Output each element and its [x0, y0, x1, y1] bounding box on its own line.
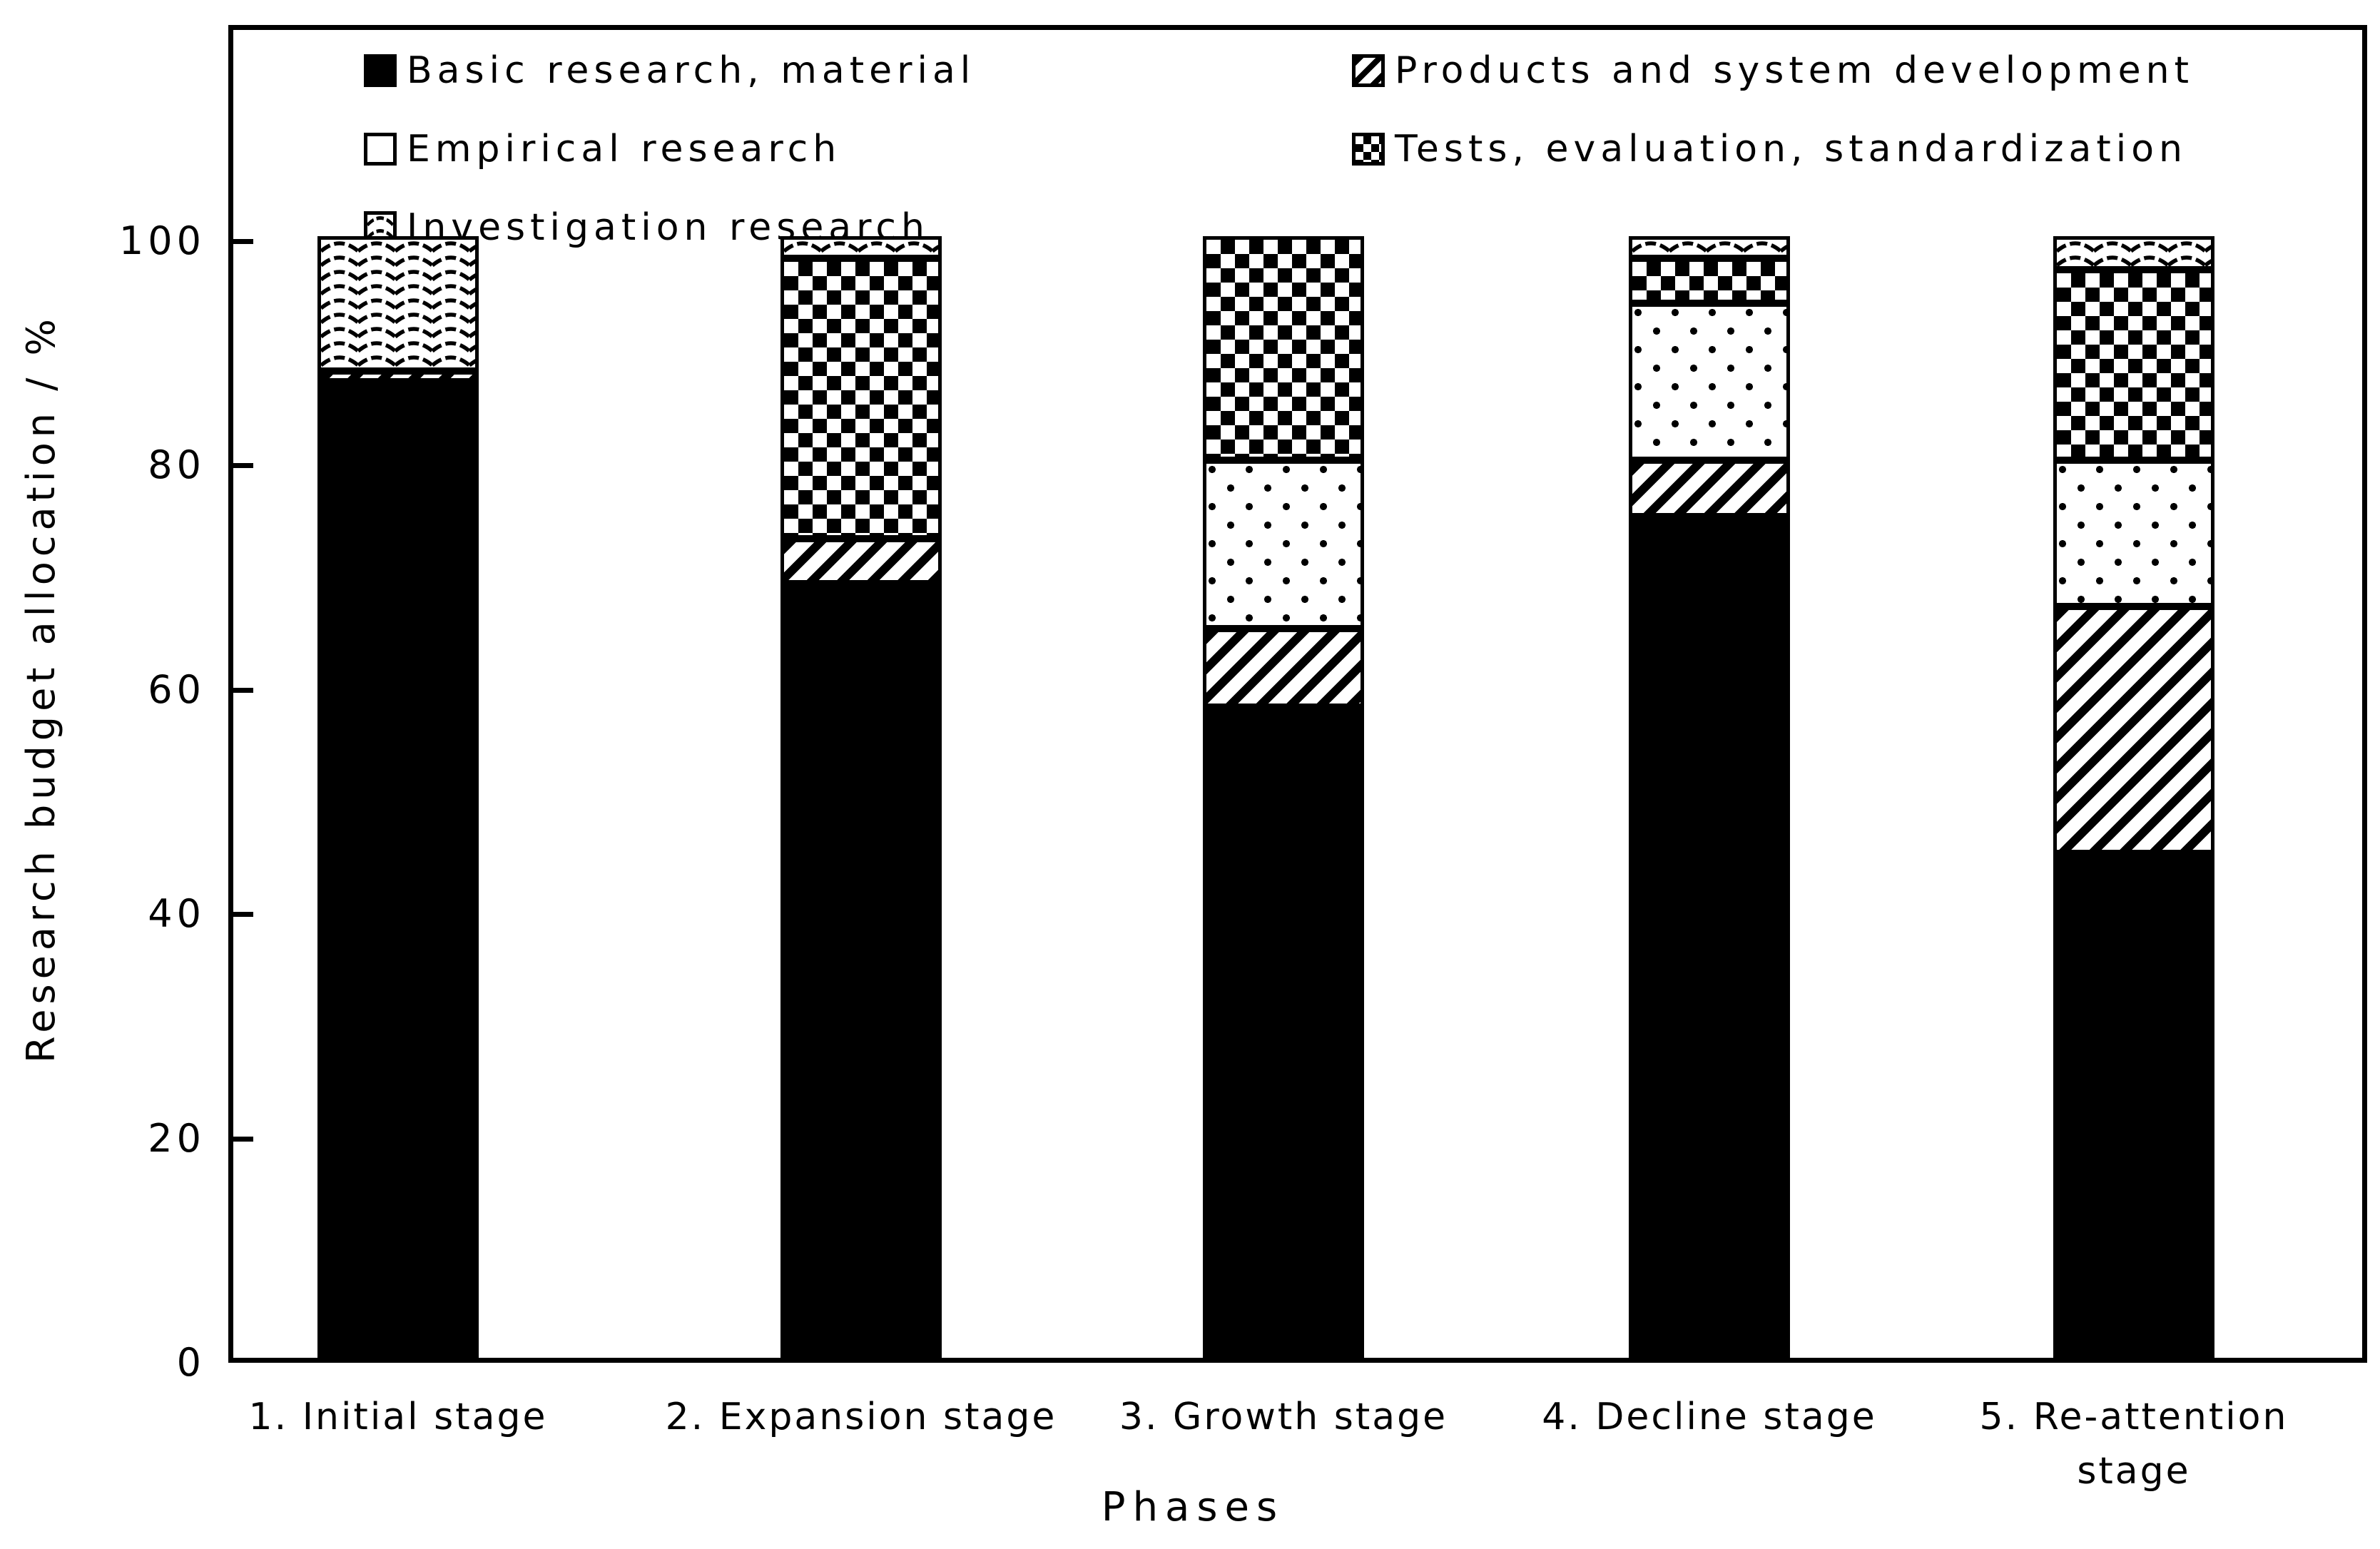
- x-category-label: 2. Expansion stage: [665, 1396, 1057, 1438]
- y-tick-mark: [233, 688, 253, 693]
- bar-segment: [1629, 236, 1790, 259]
- bar-segment: [1203, 460, 1364, 629]
- bar-segment: [2053, 270, 2214, 461]
- diagonal-swatch-icon: [1352, 54, 1385, 87]
- x-axis-title: Phases: [1101, 1484, 1285, 1530]
- y-tick-mark: [233, 1137, 253, 1142]
- dotted-swatch-icon: [364, 133, 397, 166]
- bar-segment: [2053, 236, 2214, 270]
- legend-item-products-development: Products and system development: [1352, 49, 2194, 92]
- y-tick-mark: [233, 912, 253, 917]
- legend-item-tests-evaluation: Tests, evaluation, standardization: [1352, 128, 2187, 171]
- wavy-fill: [1632, 240, 1786, 255]
- bar-segment: [2053, 606, 2214, 853]
- bar-segment: [1629, 517, 1790, 1358]
- bar-segment: [780, 258, 942, 539]
- wavy-fill: [2057, 240, 2211, 267]
- y-tick-label: 0: [176, 1340, 205, 1385]
- bar-segment: [780, 539, 942, 584]
- bar-segment: [2053, 460, 2214, 606]
- bar-segment: [1203, 629, 1364, 708]
- x-category-label: 4. Decline stage: [1542, 1396, 1877, 1438]
- x-category-label: 3. Growth stage: [1119, 1396, 1448, 1438]
- y-tick-label: 40: [148, 891, 205, 936]
- y-tick-mark: [233, 239, 253, 244]
- legend-label: Basic research, material: [407, 49, 976, 92]
- legend-item-empirical-research: Empirical research: [364, 128, 841, 171]
- bar-segment: [1629, 258, 1790, 304]
- bar-segment: [780, 584, 942, 1358]
- wavy-fill: [784, 240, 938, 255]
- bar-segment: [1629, 460, 1790, 517]
- wavy-fill: [321, 240, 475, 367]
- y-tick-mark: [233, 463, 253, 468]
- legend-item-basic-research: Basic research, material: [364, 49, 975, 92]
- y-tick-label: 20: [148, 1116, 205, 1161]
- y-axis-title: Research budget allocation / %: [19, 314, 63, 1063]
- plot-area: Basic research, material Empirical resea…: [228, 25, 2367, 1363]
- legend-label: Tests, evaluation, standardization: [1395, 128, 2187, 171]
- solid-swatch-icon: [364, 54, 397, 87]
- bar-segment: [317, 382, 479, 1358]
- bar-segment: [1203, 707, 1364, 1358]
- bar-segment: [1203, 236, 1364, 461]
- x-category-label: 1. Initial stage: [248, 1396, 548, 1438]
- wavy-swatch-icon: [364, 211, 397, 244]
- bar-segment: [317, 236, 479, 371]
- legend-label: Empirical research: [407, 128, 842, 171]
- checker-swatch-icon: [1352, 133, 1385, 166]
- x-category-label: 5. Re-attention stage: [1979, 1396, 2289, 1493]
- legend-label: Products and system development: [1395, 49, 2194, 92]
- bar-segment: [1629, 303, 1790, 461]
- y-tick-label: 60: [148, 667, 205, 712]
- y-tick-label: 100: [118, 218, 205, 263]
- bar-segment: [780, 236, 942, 259]
- y-tick-label: 80: [148, 442, 205, 487]
- bar-segment: [317, 370, 479, 382]
- bar-segment: [2053, 853, 2214, 1358]
